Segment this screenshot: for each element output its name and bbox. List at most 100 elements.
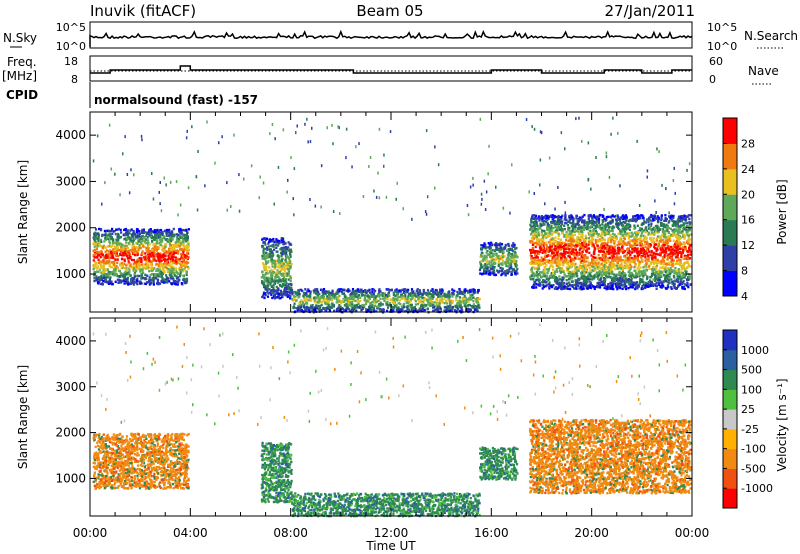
echo-cell xyxy=(129,257,132,260)
echo-cell xyxy=(462,291,465,295)
echo-cell xyxy=(132,262,135,265)
echo-cell xyxy=(313,291,316,294)
echo-cell xyxy=(302,305,306,308)
echo-cell xyxy=(92,236,95,240)
echo-cell xyxy=(514,265,517,268)
echo-cell xyxy=(152,230,155,233)
echo-cell xyxy=(383,296,386,299)
echo-cell xyxy=(513,253,516,257)
echo-cell xyxy=(129,229,132,232)
echo-cell xyxy=(322,288,326,291)
echo-cell xyxy=(327,301,330,304)
echo-cell xyxy=(480,260,483,263)
echo-cell xyxy=(162,281,165,284)
echo-cell xyxy=(481,251,484,255)
echo-cell xyxy=(278,277,281,280)
echo-cell xyxy=(180,232,183,235)
echo-cell xyxy=(162,262,166,265)
echo-cell xyxy=(651,231,654,234)
echo-cell xyxy=(166,261,169,264)
echo-cell xyxy=(177,240,180,243)
echo-cell xyxy=(177,276,180,279)
echo-cell xyxy=(347,301,350,305)
echo-cell xyxy=(504,260,507,264)
echo-cell xyxy=(284,273,287,277)
echo-cell xyxy=(99,252,103,256)
echo-cell xyxy=(281,246,284,250)
echo-cell xyxy=(155,230,158,233)
echo-cell xyxy=(445,295,449,299)
echo-cell xyxy=(169,264,172,267)
echo-cell xyxy=(163,236,166,240)
echo-cell xyxy=(261,273,265,277)
echo-cell xyxy=(335,297,338,300)
power-echoes xyxy=(92,116,692,314)
echo-cell xyxy=(283,246,286,249)
echo-cell xyxy=(132,258,135,262)
echo-cell xyxy=(496,254,499,258)
echo-cell xyxy=(464,288,467,291)
echo-cell xyxy=(113,230,116,233)
echo-cell xyxy=(185,271,188,275)
echo-cell xyxy=(176,243,179,246)
echo-cell xyxy=(179,228,182,232)
freq-tick-bottom: 8 xyxy=(71,73,78,86)
echo-cell xyxy=(176,252,180,255)
echo-cell xyxy=(601,220,605,223)
echo-cell xyxy=(431,303,434,307)
echo-cell xyxy=(489,241,493,244)
echo-cell xyxy=(274,265,277,268)
echo-cell xyxy=(486,267,489,271)
echo-cell xyxy=(103,270,106,273)
echo-cell xyxy=(266,290,269,293)
echo-cell xyxy=(264,287,267,291)
echo-cell xyxy=(269,256,273,259)
echo-cell xyxy=(481,272,484,276)
echo-cell xyxy=(440,297,443,300)
echo-cell xyxy=(123,238,126,241)
echo-cell xyxy=(173,272,176,275)
echo-cell xyxy=(429,304,432,307)
echo-cell xyxy=(106,245,109,248)
echo-cell xyxy=(316,295,320,299)
echo-cell xyxy=(588,286,591,289)
echo-cell xyxy=(377,299,380,303)
echo-cell xyxy=(127,266,130,269)
echo-cell xyxy=(264,268,267,271)
echo-cell xyxy=(641,259,644,262)
echo-cell xyxy=(179,271,182,274)
echo-cell xyxy=(395,308,398,312)
echo-cell xyxy=(128,261,131,265)
echo-cell xyxy=(471,306,474,309)
echo-cell xyxy=(147,266,150,269)
echo-cell xyxy=(158,241,161,245)
echo-cell xyxy=(129,274,132,277)
echo-cell xyxy=(508,258,511,261)
echo-cell xyxy=(155,262,158,266)
echo-cell xyxy=(148,233,151,237)
echo-cell xyxy=(580,216,583,219)
echo-cell xyxy=(437,305,440,308)
echo-cell xyxy=(388,294,391,297)
echo-cell xyxy=(132,278,135,281)
echo-cell xyxy=(153,267,156,270)
freq-label: Freq. xyxy=(7,55,37,69)
echo-cell xyxy=(104,246,107,249)
echo-cell xyxy=(186,238,189,241)
echo-cell xyxy=(187,261,190,264)
echo-cell xyxy=(465,298,468,301)
echo-cell xyxy=(126,263,129,266)
echo-cell xyxy=(499,250,502,254)
echo-cell xyxy=(276,254,279,258)
echo-cell xyxy=(155,248,158,251)
echo-cell xyxy=(161,271,164,274)
echo-cell xyxy=(445,307,448,311)
echo-cell xyxy=(104,262,108,265)
echo-cell xyxy=(513,251,516,254)
echo-cell xyxy=(136,253,139,256)
echo-cell xyxy=(122,248,125,251)
echo-cell xyxy=(346,307,349,310)
echo-cell xyxy=(316,288,319,291)
echo-cell xyxy=(368,305,371,308)
echo-cell xyxy=(335,301,338,304)
